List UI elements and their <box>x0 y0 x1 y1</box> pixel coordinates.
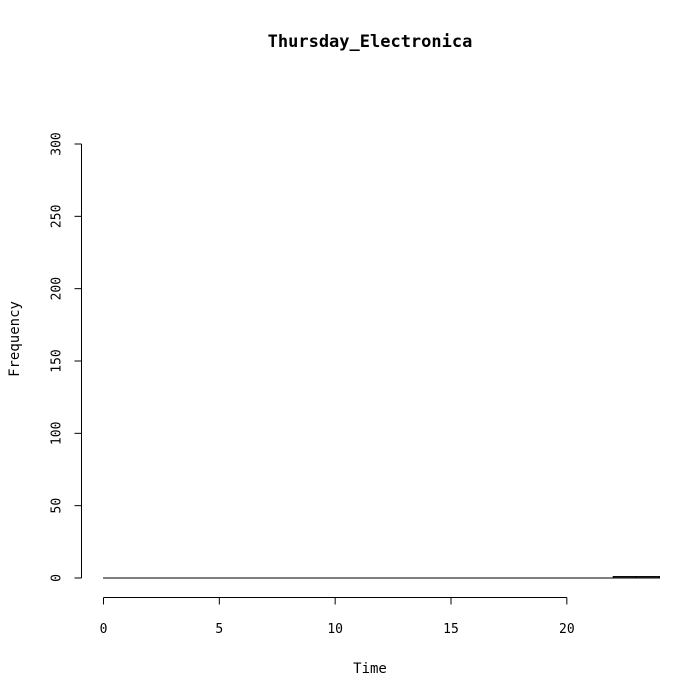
x-tick-label: 0 <box>100 622 108 637</box>
y-tick-label: 300 <box>50 132 65 155</box>
y-axis-label: Frequency <box>7 301 23 377</box>
y-tick-label: 0 <box>50 574 65 582</box>
y-tick-label: 250 <box>50 205 65 228</box>
y-axis-ticks: 0 50 100 150 200 250 300 <box>50 132 82 582</box>
x-tick-label: 15 <box>443 622 459 637</box>
y-tick-label: 150 <box>50 349 65 372</box>
x-tick-label: 5 <box>215 622 223 637</box>
x-axis-label: Time <box>353 661 387 677</box>
chart-title: Thursday_Electronica <box>268 32 473 52</box>
y-tick-label: 50 <box>50 498 65 514</box>
x-tick-label: 20 <box>559 622 575 637</box>
x-axis-ticks: 0 5 10 15 20 <box>100 597 575 637</box>
x-tick-label: 10 <box>327 622 343 637</box>
histogram-bar <box>635 576 660 579</box>
y-tick-label: 100 <box>50 422 65 445</box>
bars-group <box>103 576 660 579</box>
y-tick-label: 200 <box>50 277 65 300</box>
histogram-bar <box>612 576 637 579</box>
